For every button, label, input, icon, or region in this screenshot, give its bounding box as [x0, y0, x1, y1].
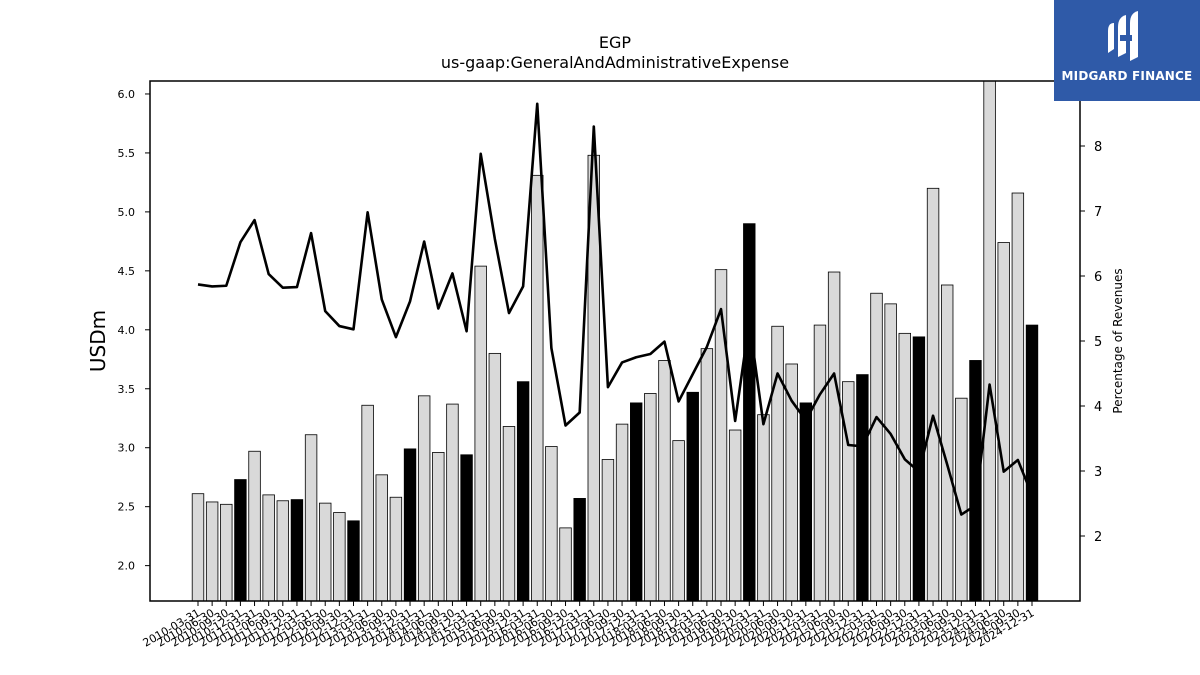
bar [205, 501, 219, 602]
bar [460, 454, 473, 602]
bar [290, 499, 304, 602]
y-tick-label: 3.5 [118, 383, 136, 396]
bar [813, 324, 827, 602]
bar [559, 527, 572, 602]
bar [573, 498, 586, 602]
bar [319, 502, 332, 602]
bar [827, 271, 841, 602]
bar [615, 423, 629, 602]
bar [375, 474, 388, 602]
bar [884, 303, 897, 602]
y2-tick-label: 2 [1094, 530, 1102, 545]
bar [672, 440, 685, 602]
bar [856, 374, 869, 602]
bar [347, 520, 360, 602]
bar [531, 174, 544, 602]
chart-subtitle: us-gaap:GeneralAndAdministrativeExpense [441, 53, 789, 72]
bar [516, 381, 530, 602]
y-tick-label: 4.5 [118, 265, 136, 278]
bar [799, 402, 813, 602]
y2-axis-label: Percentage of Revenues [1111, 268, 1125, 413]
y-tick-label: 3.0 [118, 442, 136, 455]
bar [488, 352, 502, 602]
bar [997, 242, 1010, 602]
bar [262, 494, 275, 602]
bar [842, 381, 855, 602]
bar [333, 512, 346, 602]
bar [743, 223, 756, 602]
y2-tick-label: 3 [1094, 465, 1102, 480]
right-axis: 2 3 4 5 6 7 8 [1080, 140, 1102, 545]
y-tick-label: 4.0 [118, 324, 136, 337]
bar [403, 448, 417, 602]
line-layer [197, 102, 1034, 516]
bar [361, 404, 374, 602]
bar [898, 332, 911, 602]
bar [686, 391, 699, 602]
bar [658, 360, 671, 602]
y-tick-label: 2.0 [118, 560, 136, 573]
bar [940, 284, 954, 602]
bar [700, 348, 714, 602]
bar [276, 500, 290, 602]
bar [926, 187, 940, 602]
x-axis: 2010-03-312010-06-302010-09-302010-12-31… [141, 601, 1037, 650]
bar [417, 395, 431, 602]
y2-tick-label: 4 [1094, 400, 1102, 415]
bar [757, 414, 770, 602]
y2-tick-label: 6 [1094, 270, 1102, 285]
bar-layer [191, 80, 1039, 602]
percentage-line [197, 102, 1034, 516]
bar [1011, 192, 1025, 602]
bar [630, 402, 643, 602]
plot-frame [149, 80, 1081, 602]
y-tick-label: 5.5 [118, 147, 136, 160]
bar [389, 496, 403, 602]
bar [220, 503, 233, 602]
bar [248, 450, 261, 602]
bar [446, 403, 459, 602]
bar [304, 434, 318, 602]
bar [1025, 324, 1039, 602]
y-tick-label: 5.0 [118, 206, 136, 219]
bar [644, 393, 657, 602]
y-tick-label: 6.0 [118, 88, 136, 101]
y2-tick-label: 8 [1094, 140, 1102, 155]
brand-name: MIDGARD FINANCE [1061, 69, 1193, 83]
bar [601, 459, 615, 602]
bar [234, 479, 247, 602]
y-axis-label: USDm [86, 310, 110, 372]
bar [771, 325, 784, 602]
bar [983, 80, 996, 602]
bar [432, 452, 445, 602]
bar [502, 426, 516, 602]
brand-logo: MIDGARD FINANCE [1054, 0, 1200, 101]
chart-title: EGP [599, 33, 632, 52]
y2-tick-label: 5 [1094, 335, 1102, 350]
bar [545, 446, 558, 602]
y2-tick-label: 7 [1094, 205, 1102, 220]
bar [474, 265, 487, 602]
midgard-logo-icon [1108, 11, 1138, 61]
left-axis: 2.0 2.5 3.0 3.5 4.0 4.5 5.0 5.5 6.0 [118, 88, 150, 573]
bar [728, 429, 742, 602]
y-tick-label: 2.5 [118, 501, 136, 514]
bar [191, 493, 205, 602]
bar [870, 292, 883, 602]
